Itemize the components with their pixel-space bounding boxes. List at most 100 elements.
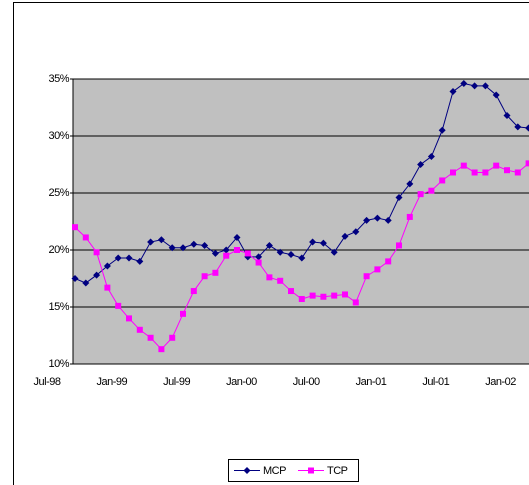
point xyxy=(320,293,327,300)
point xyxy=(298,254,306,262)
y-tick-label: 15% xyxy=(48,301,69,313)
x-tick-label: Jul-98 xyxy=(34,376,61,388)
point xyxy=(428,187,435,194)
point xyxy=(439,177,446,184)
point xyxy=(373,214,381,222)
point xyxy=(265,241,273,249)
point xyxy=(234,247,240,253)
point xyxy=(396,242,402,249)
point xyxy=(82,279,90,287)
x-tick-label: Jan-00 xyxy=(226,376,257,388)
point xyxy=(93,249,100,256)
point xyxy=(449,88,457,96)
point xyxy=(114,254,122,262)
point xyxy=(482,169,489,176)
point xyxy=(190,288,197,295)
point xyxy=(93,271,101,279)
legend-label: MCP xyxy=(263,465,286,477)
point xyxy=(395,194,403,202)
point xyxy=(169,334,176,341)
point xyxy=(298,296,305,303)
x-tick-label: Jul-00 xyxy=(293,376,320,388)
point xyxy=(438,126,446,134)
x-tick-label: Jan-02 xyxy=(485,376,516,388)
point xyxy=(525,160,529,167)
point xyxy=(244,250,251,257)
point xyxy=(481,82,489,90)
y-tick-label: 10% xyxy=(48,358,69,370)
point xyxy=(427,153,435,161)
point xyxy=(352,299,359,306)
point xyxy=(82,234,89,241)
point xyxy=(384,216,392,224)
point xyxy=(309,292,316,299)
point xyxy=(450,169,456,176)
point xyxy=(157,236,165,244)
point xyxy=(460,80,468,88)
point xyxy=(492,91,500,99)
point xyxy=(233,233,241,241)
point xyxy=(363,216,371,224)
point xyxy=(417,191,424,198)
point xyxy=(331,292,338,299)
point xyxy=(503,111,511,119)
point xyxy=(103,262,111,270)
point xyxy=(201,241,209,249)
point xyxy=(277,277,284,284)
point xyxy=(504,167,510,174)
point xyxy=(309,238,317,246)
y-tick-label: 20% xyxy=(48,244,69,256)
x-tick-label: Jan-99 xyxy=(96,376,127,388)
point xyxy=(341,232,349,240)
point xyxy=(266,274,273,281)
point xyxy=(471,82,479,90)
legend-label: TCP xyxy=(327,465,348,477)
point xyxy=(255,259,262,266)
point xyxy=(330,248,338,256)
point xyxy=(136,257,144,265)
point xyxy=(125,254,133,262)
point xyxy=(222,246,230,254)
y-tick-label: 25% xyxy=(48,187,69,199)
point xyxy=(212,269,219,276)
point xyxy=(342,291,348,298)
y-tick-label: 30% xyxy=(48,130,69,142)
point xyxy=(126,315,132,322)
point xyxy=(288,288,294,295)
legend-box xyxy=(228,459,359,482)
point xyxy=(471,169,478,176)
point xyxy=(104,284,111,291)
point xyxy=(179,244,187,252)
point xyxy=(255,253,263,261)
point xyxy=(201,273,208,280)
point xyxy=(158,346,165,353)
point xyxy=(363,273,370,280)
point xyxy=(493,162,500,169)
point xyxy=(385,258,392,265)
point xyxy=(374,266,381,273)
point xyxy=(147,334,154,341)
x-tick-label: Jul-99 xyxy=(163,376,190,388)
point xyxy=(417,161,425,168)
point xyxy=(319,239,327,247)
point xyxy=(223,252,230,259)
point xyxy=(115,302,122,309)
point xyxy=(308,467,314,474)
point xyxy=(211,249,219,257)
plot-area xyxy=(73,79,529,364)
point xyxy=(287,251,295,259)
y-tick-label: 35% xyxy=(48,73,69,85)
point xyxy=(180,310,186,317)
point xyxy=(168,244,176,252)
legend-item: MCP xyxy=(234,465,287,477)
point xyxy=(136,326,143,333)
point xyxy=(406,213,413,220)
point xyxy=(525,124,529,132)
point xyxy=(71,275,79,282)
point xyxy=(243,467,251,474)
point xyxy=(514,169,521,176)
point xyxy=(352,228,360,236)
point xyxy=(147,238,155,246)
